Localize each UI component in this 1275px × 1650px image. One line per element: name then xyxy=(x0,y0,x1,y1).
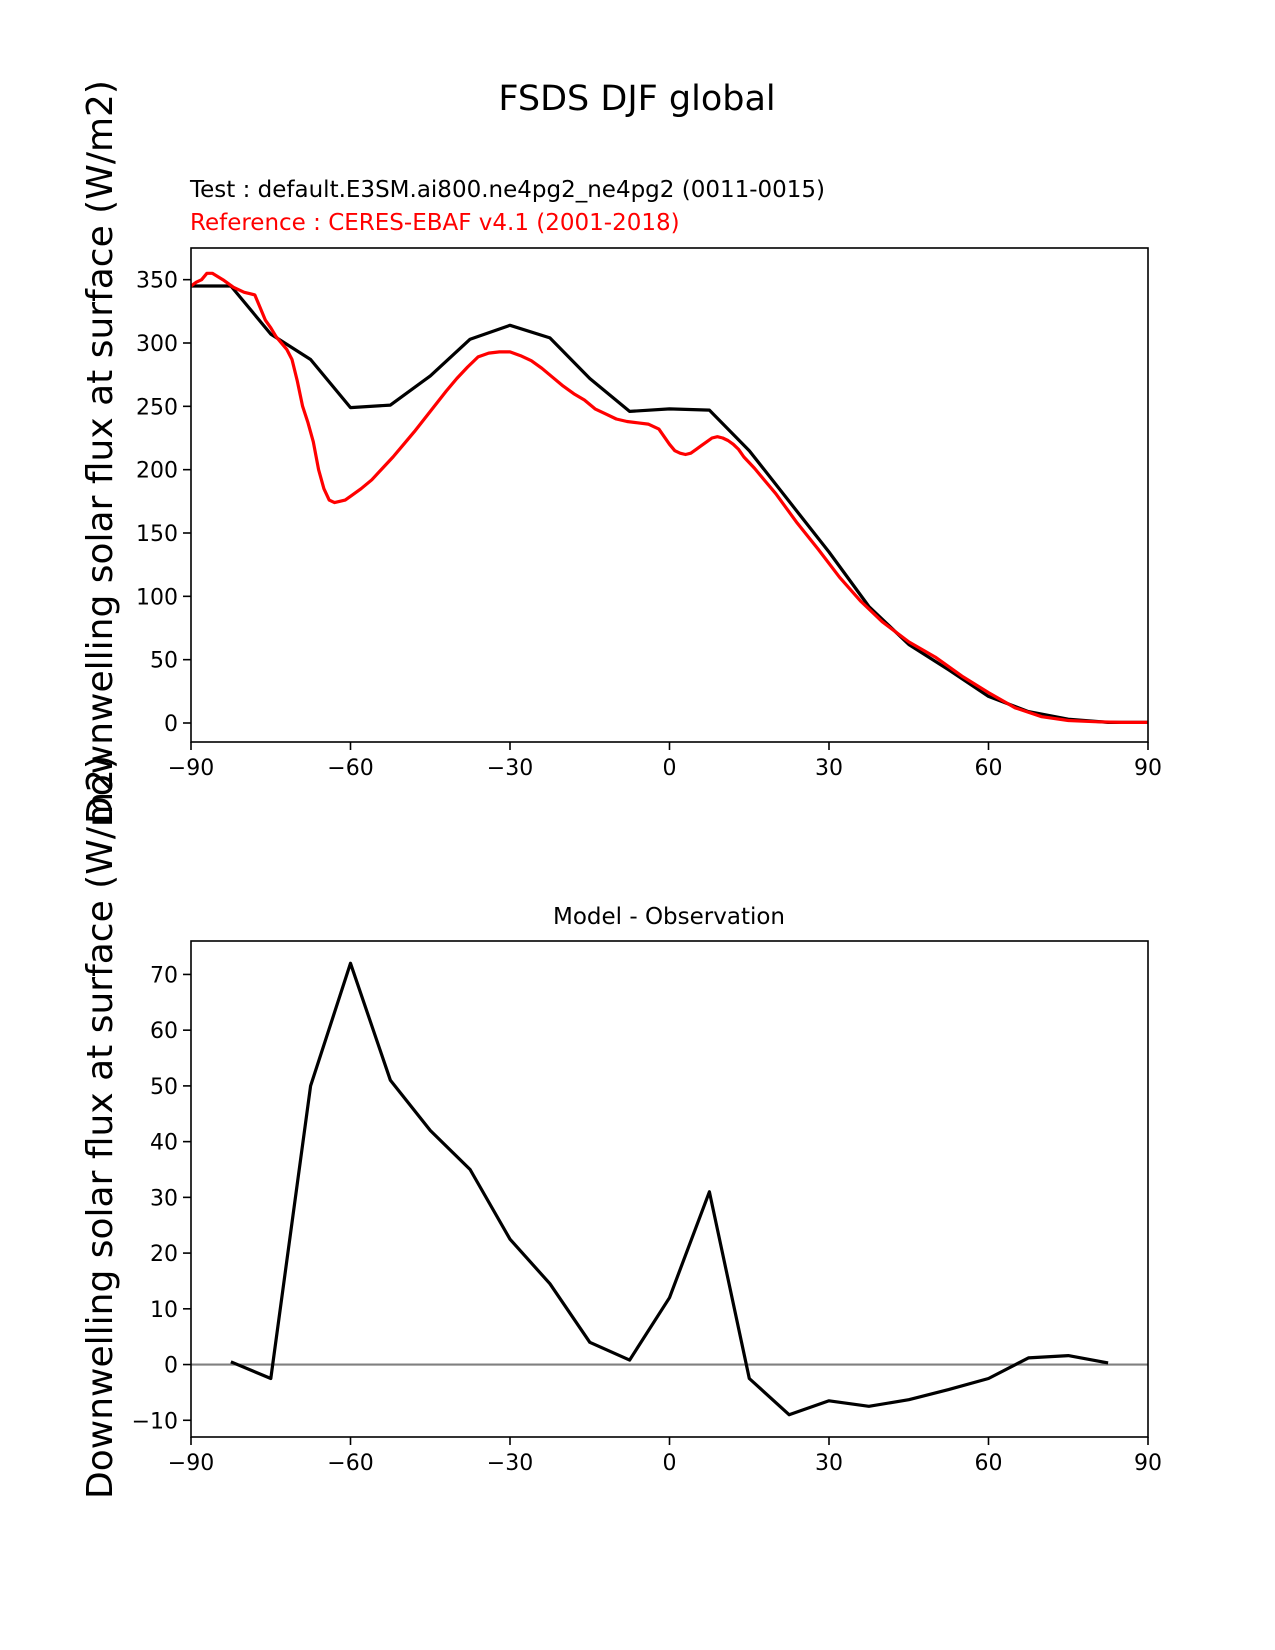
y-tick-label: 50 xyxy=(150,649,178,674)
top-ylabel: Downwelling solar flux at surface (W/m2) xyxy=(80,80,121,824)
x-tick-label: 0 xyxy=(663,756,677,781)
x-tick-label: −90 xyxy=(168,756,214,781)
x-tick-label: −60 xyxy=(327,1451,373,1476)
y-tick-label: 20 xyxy=(150,1242,178,1267)
reference-series-line xyxy=(190,271,1148,725)
x-tick-label: 30 xyxy=(815,756,843,781)
bottom-panel-title: Model - Observation xyxy=(553,904,785,930)
x-tick-label: −30 xyxy=(487,1451,533,1476)
difference-series-line xyxy=(230,961,1109,1417)
y-tick-label: 250 xyxy=(136,395,178,420)
y-tick-label: 50 xyxy=(150,1075,178,1100)
y-tick-label: 100 xyxy=(136,585,178,610)
test-series-line xyxy=(191,284,1148,725)
reference-label: Reference : CERES-EBAF v4.1 (2001-2018) xyxy=(190,210,680,236)
x-tick-label: 90 xyxy=(1134,1451,1162,1476)
y-tick-label: 60 xyxy=(150,1019,178,1044)
figure-title: FSDS DJF global xyxy=(498,79,775,119)
y-tick-label: 150 xyxy=(136,522,178,547)
y-tick-label: 0 xyxy=(164,1354,178,1379)
y-tick-label: 200 xyxy=(136,459,178,484)
y-tick-label: 30 xyxy=(150,1186,178,1211)
x-tick-label: 90 xyxy=(1134,756,1162,781)
y-tick-label: 0 xyxy=(164,712,178,737)
x-tick-label: 60 xyxy=(975,756,1003,781)
x-tick-label: 30 xyxy=(815,1451,843,1476)
bottom-ylabel: Downwelling solar flux at surface (W/m2) xyxy=(80,755,121,1499)
y-tick-label: −10 xyxy=(132,1409,178,1434)
x-tick-label: −30 xyxy=(487,756,533,781)
bottom-plot-panel: −90 −60 −30 0 30 60 90 −10 0 10 20 30 40 50 60 70 xyxy=(132,940,1162,1476)
y-tick-label: 40 xyxy=(150,1131,178,1156)
x-tick-label: 0 xyxy=(663,1451,677,1476)
x-tick-label: −90 xyxy=(168,1451,214,1476)
y-tick-label: 350 xyxy=(136,269,178,294)
test-label: Test : default.E3SM.ai800.ne4pg2_ne4pg2 … xyxy=(189,177,825,203)
x-tick-label: −60 xyxy=(327,756,373,781)
x-tick-label: 60 xyxy=(975,1451,1003,1476)
y-tick-label: 70 xyxy=(150,963,178,988)
top-plot-panel: −90 −60 −30 0 30 60 90 0 50 100 150 200 250 300 350 xyxy=(136,247,1162,781)
axes-frame xyxy=(190,247,1149,743)
y-tick-label: 300 xyxy=(136,332,178,357)
y-tick-label: 10 xyxy=(150,1298,178,1323)
